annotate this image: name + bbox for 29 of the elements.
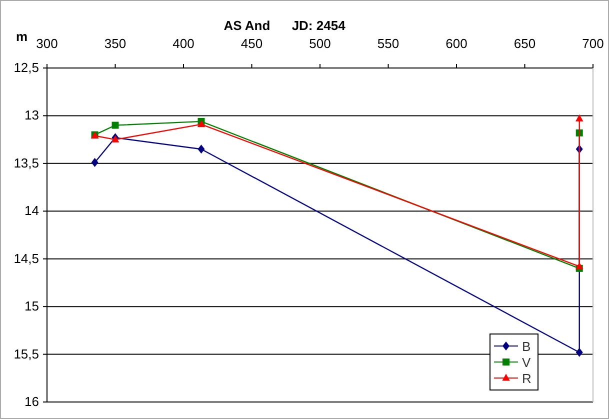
x-tick-label: 300 xyxy=(36,36,58,51)
x-tick-label: 550 xyxy=(377,36,400,51)
point xyxy=(112,122,119,129)
y-tick-label: 15 xyxy=(24,298,39,314)
y-tick-label: 14 xyxy=(24,203,39,218)
point xyxy=(576,114,584,122)
point xyxy=(198,144,205,154)
y-tick-label: 15,5 xyxy=(14,346,39,362)
y-tick-label: 14,5 xyxy=(14,250,39,266)
x-tick-label: 700 xyxy=(582,36,604,51)
x-tick-label: 450 xyxy=(240,36,263,51)
legend-label: R xyxy=(522,371,532,386)
y-tick-label: 13,5 xyxy=(14,155,39,170)
y-tick-label: 12,5 xyxy=(14,60,39,75)
point xyxy=(91,158,98,168)
x-tick-label: 650 xyxy=(514,36,536,51)
x-tick-label: 350 xyxy=(104,36,126,51)
y-axis-title: m xyxy=(16,29,28,44)
point xyxy=(576,348,583,357)
x-tick-label: 400 xyxy=(172,36,194,51)
point xyxy=(576,262,584,270)
chart-title: AS And JD: 2454 xyxy=(224,18,346,33)
legend-label: B xyxy=(522,339,531,354)
point xyxy=(197,120,206,128)
legend-label: V xyxy=(522,355,531,370)
x-tick-label: 500 xyxy=(309,36,331,51)
y-tick-label: 16 xyxy=(24,394,39,409)
x-tick-label: 600 xyxy=(446,36,468,51)
y-tick-label: 13 xyxy=(24,108,39,123)
